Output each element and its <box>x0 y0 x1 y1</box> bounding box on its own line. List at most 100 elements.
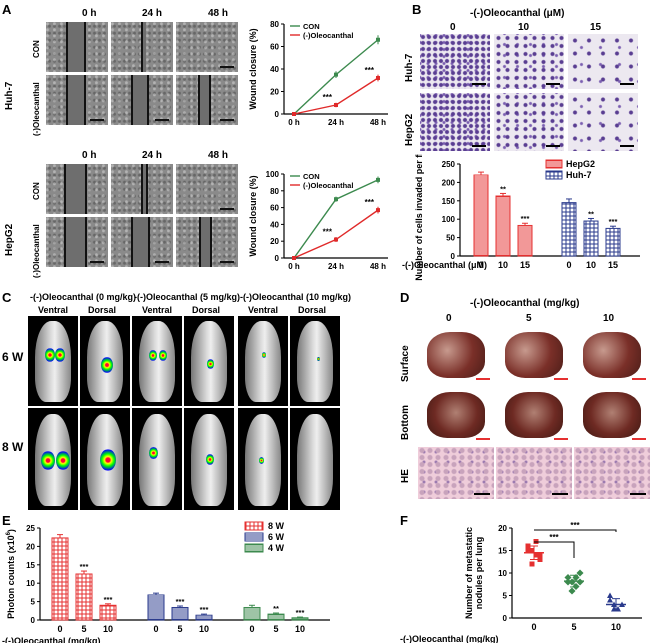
cell-line-label: Huh-7 <box>4 81 15 110</box>
x-tick-label: 0 <box>531 622 536 632</box>
data-point <box>529 548 535 553</box>
legend-label: (-)Oleocanthal <box>303 31 353 40</box>
legend-label: 6 W <box>268 532 285 542</box>
data-point <box>537 557 543 562</box>
ivis-mouse-image <box>290 316 340 406</box>
ivis-mouse-image <box>80 408 130 510</box>
y-tick-label: 0 <box>275 110 280 119</box>
legend-label: CON <box>303 22 320 31</box>
significance-label: *** <box>365 198 375 207</box>
significance-label: *** <box>570 521 580 530</box>
significance-label: *** <box>549 533 559 542</box>
chart-a-hepg2: 0 20 40 60 80 100 0 h 24 h 48 h Wound closure (%)… <box>248 170 388 271</box>
view-label: Dorsal <box>298 305 327 315</box>
data-point <box>568 587 576 595</box>
significance-label: *** <box>104 595 113 604</box>
x-tick-label: 0 <box>153 624 158 634</box>
row-label: (-)Oleocanthal <box>32 224 41 278</box>
time-label: 0 h <box>82 8 97 19</box>
significance-label: *** <box>80 562 89 571</box>
week-label: 8 W <box>2 440 24 454</box>
lung-photo <box>418 386 494 444</box>
y-tick-label: 5 <box>31 598 36 607</box>
bar <box>583 220 599 257</box>
micrograph <box>111 217 173 267</box>
y-tick-label: 100 <box>442 215 456 224</box>
significance-label: *** <box>323 228 333 237</box>
y-tick-label: 80 <box>270 20 279 29</box>
data-point <box>334 237 338 242</box>
group-label: -(-)Oleocanthal (0 mg/kg) <box>30 292 137 302</box>
x-tick-label: 5 <box>81 624 86 634</box>
bar <box>75 573 93 621</box>
lung-photo <box>496 386 572 444</box>
legend-label: Huh-7 <box>566 170 592 180</box>
data-point <box>334 197 338 202</box>
legend-label: (-)Oleocanthal <box>303 181 353 190</box>
row-label: CON <box>32 182 41 200</box>
y-axis-label: Wound closure (%) <box>248 28 258 109</box>
y-tick-label: 15 <box>498 547 507 556</box>
lung-photo <box>496 326 572 384</box>
bar <box>291 617 309 621</box>
series-line <box>293 77 379 115</box>
row-label: HE <box>400 469 411 483</box>
y-tick-label: 20 <box>270 237 279 246</box>
ivis-mouse-image <box>184 408 234 510</box>
x-axis-label: -(-)Oleocanthal (mg/kg) <box>2 636 101 643</box>
invasion-image <box>420 93 490 151</box>
significance-bracket <box>534 541 575 558</box>
legend-swatch <box>244 543 264 553</box>
legend-swatch <box>244 532 264 542</box>
y-tick-label: 50 <box>446 234 455 243</box>
legend-swatch <box>545 170 563 180</box>
significance-label: ** <box>588 209 594 218</box>
y-tick-label: 40 <box>270 65 279 74</box>
significance-label: *** <box>296 608 305 617</box>
time-label: 24 h <box>142 150 163 161</box>
bar <box>495 195 511 257</box>
data-point <box>334 72 338 77</box>
data-point <box>537 552 543 558</box>
micrograph <box>176 22 238 72</box>
invasion-image <box>494 34 564 89</box>
y-tick-label: 0 <box>451 252 456 261</box>
y-tick-label: 0 <box>503 614 508 623</box>
cell-line-label: HepG2 <box>4 223 15 256</box>
ivis-mouse-image <box>238 316 288 406</box>
row-label: CON <box>32 40 41 58</box>
data-point <box>576 578 584 586</box>
ivis-mouse-image <box>28 316 78 406</box>
y-tick-label: 0 <box>275 254 280 263</box>
data-point <box>376 37 380 42</box>
time-label: 24 h <box>142 8 163 19</box>
invasion-image <box>568 93 638 151</box>
y-axis-label: Photon counts (x106) <box>6 529 16 619</box>
chart-e-photon: 0 5 10 15 20 25 Photon counts (x106) 0 *** 5 *** 10… <box>2 521 330 643</box>
y-tick-label: 10 <box>498 569 507 578</box>
x-tick-label: 5 <box>571 622 576 632</box>
he-section <box>496 447 572 499</box>
x-tick-label: 10 <box>199 624 209 634</box>
dose-label: 0 <box>446 313 452 324</box>
y-tick-label: 20 <box>270 88 279 97</box>
ivis-mouse-image <box>290 408 340 510</box>
panel-label-e: E <box>2 513 11 528</box>
chart-a-huh7: 0 20 40 60 80 0 h 24 h 48 h Wound closure (%) CON… <box>248 20 388 127</box>
x-axis-label: -(-)Oleocanthal (mg/kg) <box>400 634 499 643</box>
significance-label: *** <box>323 93 333 102</box>
dose-label: 15 <box>590 22 602 33</box>
x-tick-label: 10 <box>586 260 596 270</box>
row-label: (-)Oleocanthal <box>32 82 41 136</box>
y-tick-label: 25 <box>26 524 35 533</box>
time-label: 0 h <box>82 150 97 161</box>
legend-label: 4 W <box>268 543 285 553</box>
view-label: Ventral <box>142 305 173 315</box>
dose-label: 0 <box>450 22 456 33</box>
y-tick-label: 60 <box>270 204 279 213</box>
time-label: 48 h <box>208 8 229 19</box>
significance-label: *** <box>609 217 618 226</box>
x-tick-label: 0 <box>566 260 571 270</box>
ivis-mouse-image <box>28 408 78 510</box>
group-label: -(-)Oleocanthal (10 mg/kg) <box>240 292 352 302</box>
